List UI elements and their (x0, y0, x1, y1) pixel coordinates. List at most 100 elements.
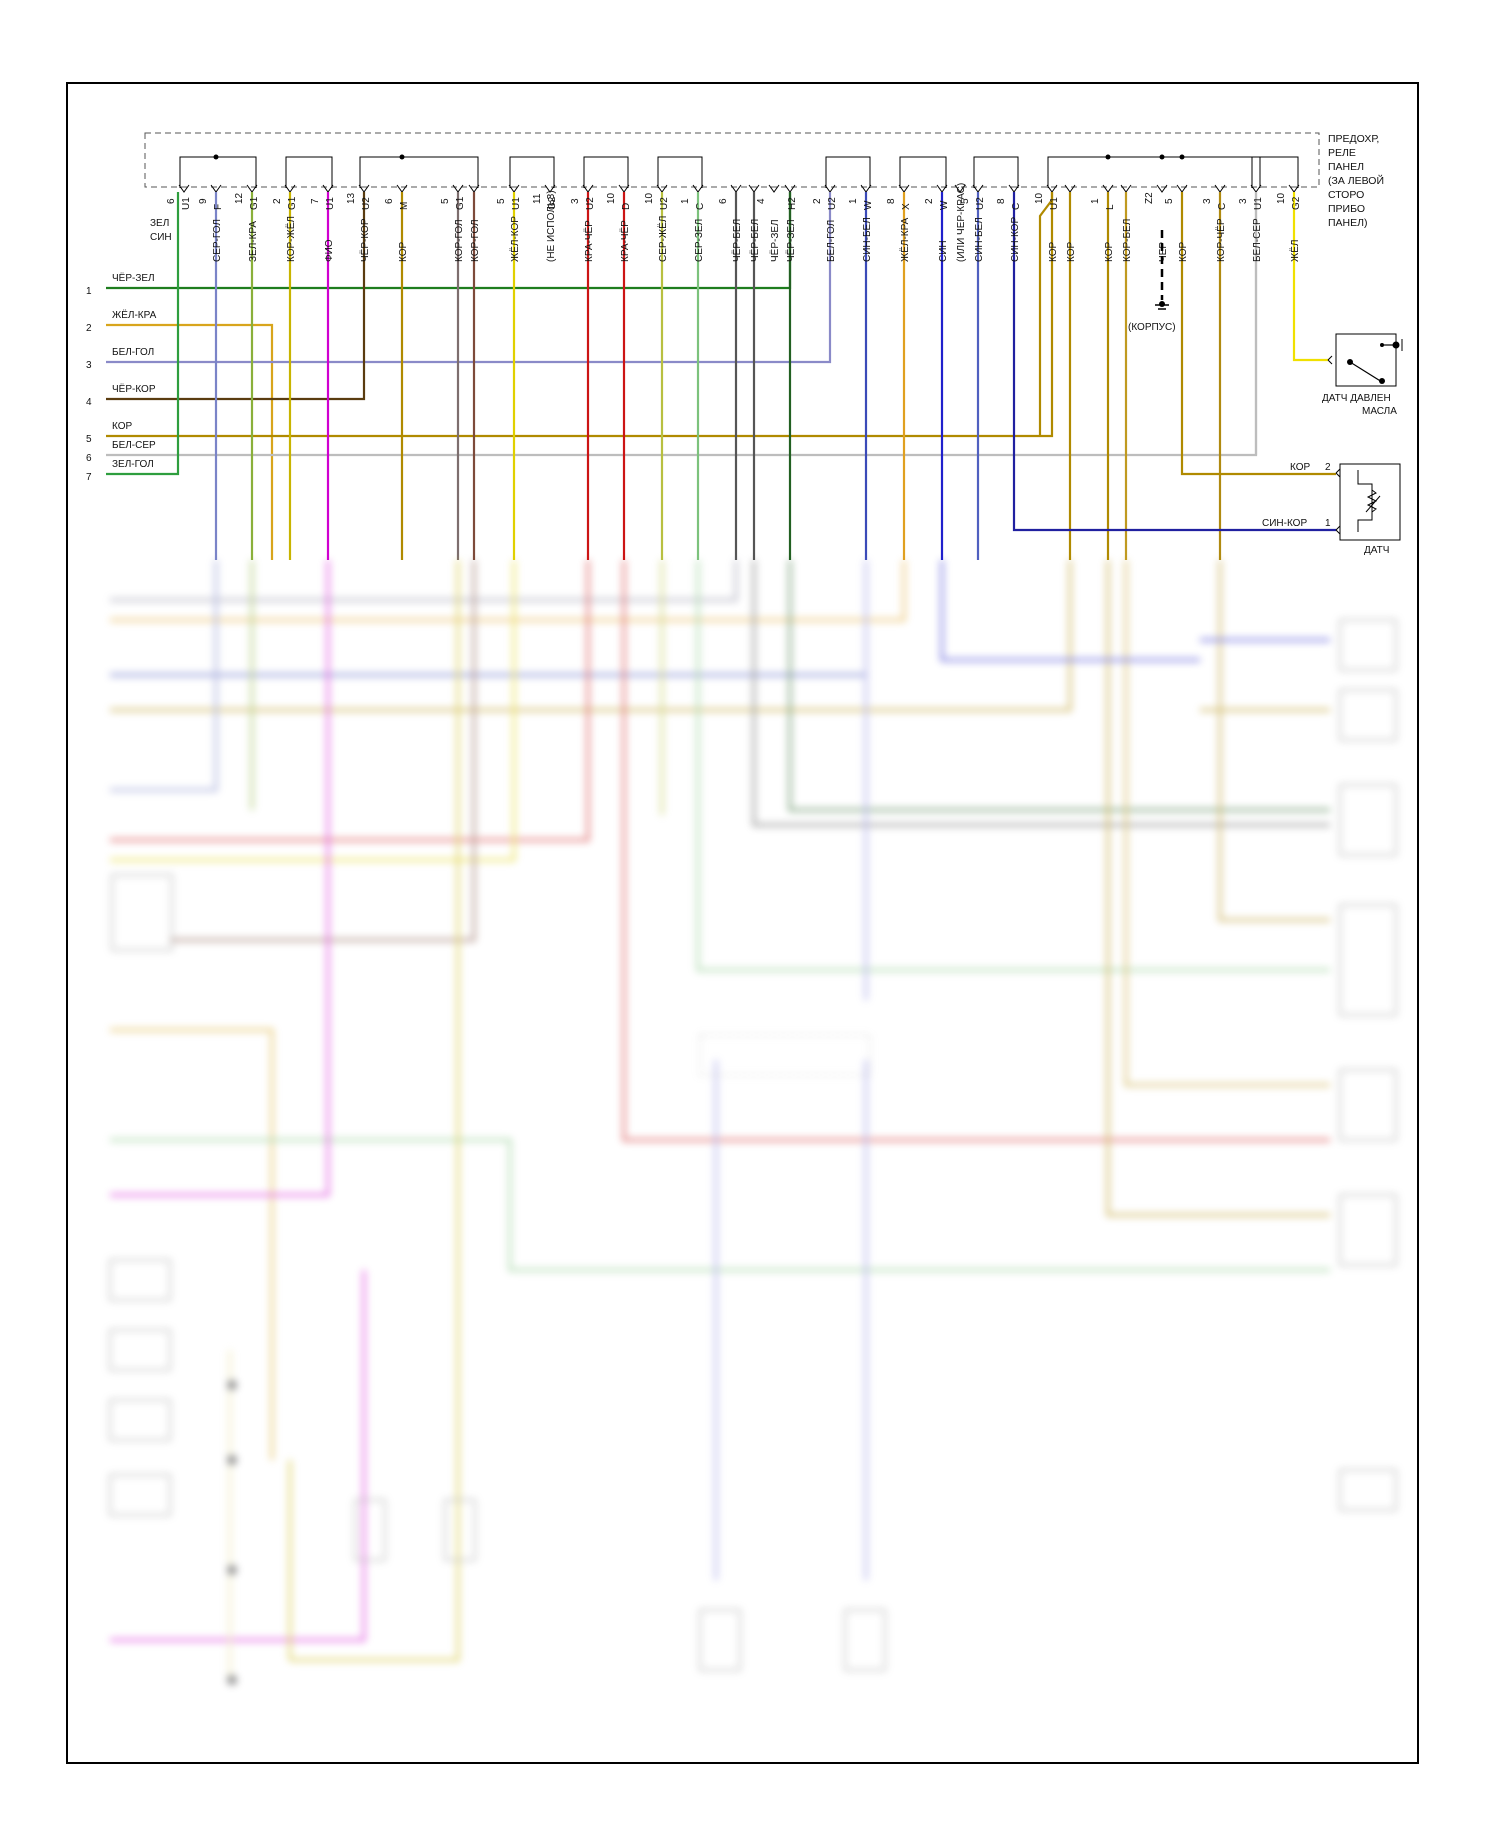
right-sensor-pin-2: 2 (1325, 462, 1331, 473)
wire-color-label: (ИЛИ ЧЕР-КРАС) (956, 183, 967, 262)
wire-color-label: СЕР-ЗЕЛ (694, 219, 705, 262)
wire-color-label: КОР-ЧЁР (1215, 218, 1227, 262)
wire-color-label: КОР-БЕЛ (1122, 219, 1133, 262)
pin-number: 8 (886, 198, 897, 204)
connector-bracket (1047, 156, 1261, 188)
oil-sensor-label-2: МАСЛА (1362, 406, 1397, 417)
pin-number: 10 (1276, 192, 1287, 204)
pin-chevron (1102, 184, 1114, 193)
relay-panel-label-line: (ЗА ЛЕВОЙ (1328, 174, 1384, 187)
pin-chevron (954, 184, 966, 193)
connector-id: M (399, 202, 410, 210)
wire-color-label: СИН-БЕЛ (862, 217, 873, 262)
relay-panel-label-line: ПРЕДОХР, (1328, 133, 1379, 145)
blurred-wire (110, 560, 218, 792)
pin-number: 5 (1164, 198, 1175, 204)
connector-id: G2 (547, 196, 558, 210)
blurred-wire (622, 560, 1330, 1142)
connector-id: W (939, 200, 950, 210)
pin-number: 6 (718, 198, 729, 204)
left-wire-number: 1 (86, 286, 92, 297)
blurred-component (111, 874, 173, 951)
blurred-component (109, 1399, 171, 1441)
pin-number: 13 (346, 192, 357, 204)
left-wire-number: 2 (86, 323, 92, 334)
blurred-wire (110, 560, 738, 602)
wire-color-label: КОР (1048, 242, 1059, 262)
connector-id: C (695, 203, 706, 210)
connector-bracket (899, 156, 947, 188)
blurred-wire (110, 560, 330, 1197)
splice-dot (213, 154, 219, 160)
connector-id: U2 (827, 197, 838, 210)
right-sensor-label: ДАТЧ (1364, 545, 1389, 556)
blurred-wire (788, 560, 1330, 812)
pin-number: 1 (848, 198, 859, 204)
left-wire-number: 4 (86, 397, 92, 408)
oil-sensor-label-1: ДАТЧ ДАВЛЕН (1322, 393, 1391, 404)
relay-panel-box (144, 132, 1320, 188)
connector-id: U2 (659, 197, 670, 210)
left-wire-label: ЗЕЛ-ГОЛ (112, 459, 154, 470)
oil-pressure-sensor: ДАТЧ ДАВЛЕН МАСЛА (1322, 333, 1403, 417)
connector-bracket (825, 156, 871, 188)
blurred-wire (1124, 560, 1330, 1087)
pin-chevron (452, 184, 464, 193)
connector-bracket (973, 156, 1019, 188)
wire-cher-zel (106, 192, 792, 290)
blurred-component (109, 1259, 171, 1301)
connector-bracket (657, 156, 703, 188)
pin-number: 2 (812, 198, 823, 204)
wire-color-label: КОР (1104, 242, 1115, 262)
wire-sin-kor-sensor (1012, 192, 1336, 532)
pin-chevron (1120, 184, 1132, 193)
wire-color-label: КОР-ГОЛ (470, 219, 481, 262)
connector-id: G1 (287, 196, 298, 210)
wire-color-label: КОР (1066, 242, 1077, 262)
connector-brackets (178, 154, 1300, 193)
pin-number: 1 (1090, 198, 1101, 204)
pin-number: 3 (1202, 198, 1213, 204)
pin-number: 10 (644, 192, 655, 204)
pin-chevron (784, 184, 796, 193)
pin-number: 2 (272, 198, 283, 204)
blurred-wire (110, 560, 1072, 712)
connector-id: U2 (975, 197, 986, 210)
connector-id: F (213, 204, 224, 210)
blurred-wire (110, 560, 590, 842)
left-wire-labels: 1 ЧЁР-ЗЕЛ 2 ЖЁЛ-КРА 3 БЕЛ-ГОЛ 4 ЧЁР-КОР 5 КОР 6 БЕЛ… (86, 272, 157, 483)
blurred-wire (170, 560, 476, 942)
connector-id: X (901, 203, 912, 210)
blurred-wire (110, 1138, 1330, 1272)
connector-id: L (1105, 204, 1116, 210)
blurred-wire (696, 560, 1330, 972)
connector-id: G1 (249, 196, 260, 210)
right-sensor-wire-sin-kor: СИН-КОР (1262, 518, 1307, 529)
wire-color-label: ЖЁЛ-КОР (509, 216, 521, 262)
pin-chevron (748, 184, 760, 193)
wire-color-label-0b: СИН (150, 232, 172, 243)
blurred-dashed-box (699, 1034, 871, 1076)
connector-id: G2 (1291, 196, 1302, 210)
connector-bracket (509, 156, 555, 188)
pin-number: 5 (440, 198, 451, 204)
wire-color-label: СИН (938, 240, 949, 262)
blurred-wire (1218, 560, 1330, 922)
pin-number: 11 (532, 193, 543, 204)
pin-number: 6 (384, 198, 395, 204)
pin-chevron (178, 184, 190, 193)
blurred-component (699, 1609, 741, 1671)
connector-bracket (1251, 156, 1299, 188)
wire-color-label-0a: ЗЕЛ (150, 218, 169, 229)
relay-panel-label-line: ПАНЕЛ) (1328, 217, 1368, 229)
left-wire-label: КОР (112, 421, 132, 432)
wire-color-label: БЕЛ-ГОЛ (826, 220, 837, 262)
ground-label: (КОРПУС) (1128, 322, 1176, 333)
blurred-component (844, 1609, 886, 1671)
pin-number: 10 (606, 192, 617, 204)
blurred-component (354, 1499, 386, 1561)
splice-dot (1179, 154, 1185, 160)
wire-zhel-oil (1292, 192, 1328, 362)
wire-color-label: ЖЁЛ (1289, 240, 1301, 262)
blurred-component (1339, 619, 1397, 671)
